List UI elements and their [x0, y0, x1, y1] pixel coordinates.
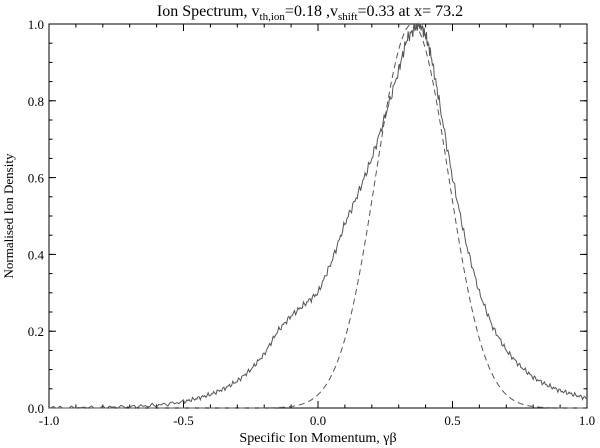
chart-title-middle-1: =0.18 ,v [285, 3, 338, 20]
y-tick-label: 0.8 [28, 94, 44, 109]
x-tick-label: -1.0 [39, 413, 60, 428]
chart-title-subscript-2: shift [338, 11, 358, 23]
chart-title: Ion Spectrum, vth,ion=0.18 ,vshift=0.33 … [157, 3, 463, 23]
x-axis-label: Specific Ion Momentum, γβ [239, 431, 396, 446]
chart-title-subscript-1: th,ion [260, 11, 286, 23]
solid-series-line [48, 22, 588, 409]
y-tick-label: 0.2 [28, 324, 44, 339]
x-tick-label: 1.0 [579, 413, 595, 428]
y-tick-label: 0.4 [28, 247, 45, 262]
series-layer [48, 22, 588, 409]
x-tick-label: 0.0 [310, 413, 326, 428]
y-axis-label: Normalised Ion Density [1, 153, 16, 278]
y-tick-label: 0.6 [28, 171, 45, 186]
y-tick-label: 1.0 [28, 17, 44, 32]
x-axis-ticks: -1.0 -0.5 0.0 0.5 1.0 [39, 24, 595, 428]
x-tick-label: 0.5 [444, 413, 460, 428]
chart-title-prefix: Ion Spectrum, v [157, 3, 260, 20]
dashed-series-line [49, 23, 587, 409]
y-tick-label: 0.0 [28, 401, 44, 416]
y-axis-ticks: 0.0 0.2 0.4 0.6 0.8 1.0 [28, 17, 587, 416]
x-tick-label: -0.5 [173, 413, 194, 428]
chart-title-middle-2: =0.33 at x= 73.2 [358, 3, 464, 20]
